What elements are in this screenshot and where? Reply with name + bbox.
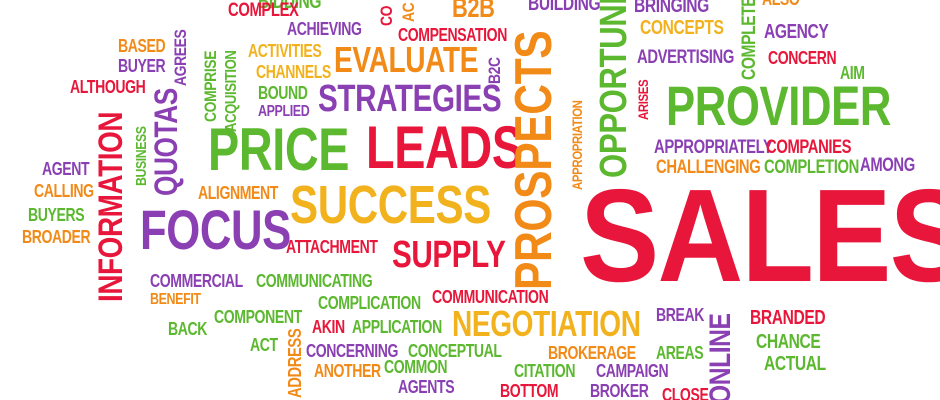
word-although: ALTHOUGH [70, 77, 146, 97]
word-benefit: BENEFIT [150, 291, 201, 308]
word-chance: CHANCE [756, 331, 821, 353]
word-advertising: ADVERTISING [637, 47, 735, 68]
word-bringing: BRINGING [634, 0, 709, 17]
word-negotiation: NEGOTIATION [452, 303, 641, 344]
word-areas: AREAS [656, 343, 704, 363]
word-back: BACK [168, 319, 207, 339]
word-citation: CITATION [514, 361, 576, 381]
word-building: BUILDING [528, 0, 601, 15]
word-strategies: STRATEGIES [318, 78, 502, 120]
word-broader: BROADER [22, 227, 91, 247]
word-akin: AKIN [312, 317, 345, 337]
word-among: AMONG [860, 155, 915, 176]
word-supply: SUPPLY [392, 234, 506, 276]
word-leads: LEADS [366, 114, 523, 181]
word-channels: CHANNELS [256, 62, 331, 82]
word-actual: ACTUAL [764, 353, 826, 375]
word-campaign: CAMPAIGN [596, 361, 669, 381]
word-evaluate: EVALUATE [334, 39, 479, 80]
word-buyer: BUYER [118, 56, 166, 76]
word-focus: FOCUS [140, 198, 291, 261]
word-price: PRICE [208, 116, 350, 183]
word-branded: BRANDED [750, 307, 826, 329]
word-ac: AC [399, 2, 418, 22]
word-concern: CONCERN [768, 48, 837, 68]
word-bound: BOUND [258, 83, 308, 103]
word-companies: COMPANIES [766, 137, 852, 158]
word-communication: COMMUNICATION [432, 287, 549, 307]
word-broker: BROKER [590, 381, 649, 400]
word-compensation: COMPENSATION [398, 25, 507, 45]
word-b2b: B2B [452, 0, 495, 23]
word-bottom: BOTTOM [500, 381, 559, 400]
word-concepts: CONCEPTS [640, 17, 724, 39]
word-opportunity: OPPORTUNI [593, 0, 635, 179]
word-information: INFORMATION [92, 111, 130, 303]
word-close: CLOSE [662, 385, 709, 400]
word-success: SUCCESS [290, 175, 491, 235]
word-provider: PROVIDER [666, 74, 892, 137]
word-common: COMMON [384, 357, 448, 377]
word-complication: COMPLICATION [318, 293, 421, 313]
word-co: CO [377, 5, 396, 27]
word-challenging: CHALLENGING [656, 157, 761, 178]
word-concerning: CONCERNING [306, 341, 399, 361]
word-appropriately: APPROPRIATELY [654, 137, 773, 158]
word-arises: ARISES [635, 79, 651, 120]
word-brokerage: BROKERAGE [548, 343, 636, 363]
word-bidding: BIDDING [258, 0, 322, 13]
word-complex: COMPLEX [228, 0, 299, 21]
word-address: ADDRESS [285, 328, 305, 398]
word-commercial: COMMERCIAL [150, 271, 243, 291]
word-also: ALSO [762, 0, 800, 8]
word-agency: AGENCY [764, 21, 829, 43]
word-aim: AIM [840, 63, 865, 83]
word-communicating: COMMUNICATING [256, 271, 373, 291]
word-business: BUSINESS [133, 126, 150, 186]
word-conceptual: CONCEPTUAL [408, 341, 502, 361]
word-activities: ACTIVITIES [248, 41, 322, 61]
word-quotas: QUOTAS [148, 88, 184, 196]
word-comprise: COMPRISE [201, 50, 220, 122]
word-agent: AGENT [42, 159, 90, 179]
word-agrees: AGREES [171, 29, 190, 86]
word-achieving: ACHIEVING [287, 19, 362, 39]
word-based: BASED [118, 36, 166, 56]
word-complete: COMPLETE [739, 0, 760, 81]
word-application: APPLICATION [352, 317, 442, 337]
word-calling: CALLING [34, 181, 94, 201]
word-alignment: ALIGNMENT [198, 183, 278, 203]
word-completion: COMPLETION [764, 157, 859, 178]
word-break: BREAK [656, 305, 704, 325]
word-act: ACT [250, 335, 278, 355]
word-prospects: PROSPECTS [505, 30, 563, 291]
word-applied: APPLIED [258, 103, 310, 120]
word-sales: SALES [580, 162, 940, 309]
word-component: COMPONENT [214, 307, 302, 327]
word-agents: AGENTS [398, 377, 455, 397]
word-attachment: ATTACHMENT [286, 237, 378, 257]
word-another: ANOTHER [314, 361, 381, 381]
word-buyers: BUYERS [28, 205, 85, 225]
word-online: ONLINE [704, 313, 737, 400]
